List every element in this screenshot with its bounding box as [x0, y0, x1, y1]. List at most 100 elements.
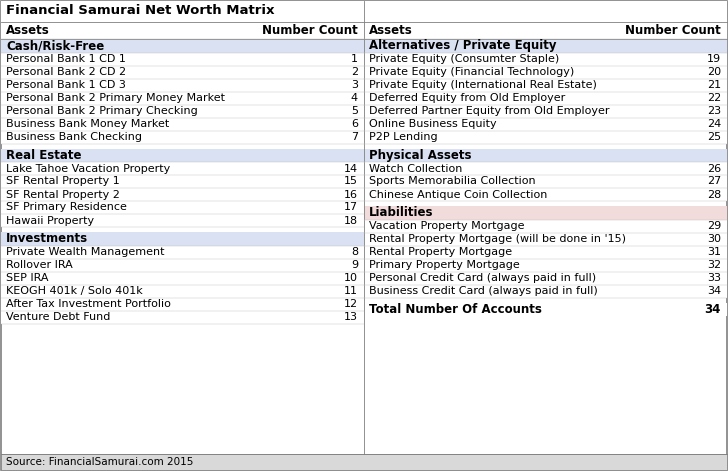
Text: 12: 12 — [344, 299, 358, 309]
Text: 2: 2 — [351, 67, 358, 77]
Text: Assets: Assets — [369, 24, 413, 37]
Text: Assets: Assets — [6, 24, 50, 37]
Bar — [1, 188, 364, 201]
Bar — [364, 188, 727, 201]
Text: Private Equity (International Real Estate): Private Equity (International Real Estat… — [369, 80, 597, 90]
Text: Online Business Equity: Online Business Equity — [369, 119, 496, 129]
Text: Business Bank Money Market: Business Bank Money Market — [6, 119, 169, 129]
Text: 16: 16 — [344, 189, 358, 200]
Bar — [364, 284, 727, 298]
Bar — [1, 91, 364, 105]
Text: Real Estate: Real Estate — [6, 149, 82, 162]
Bar — [1, 454, 727, 470]
Text: Watch Collection: Watch Collection — [369, 163, 462, 173]
Text: Private Equity (Consumter Staple): Private Equity (Consumter Staple) — [369, 54, 559, 64]
Text: KEOGH 401k / Solo 401k: KEOGH 401k / Solo 401k — [6, 286, 143, 296]
Text: 8: 8 — [351, 247, 358, 257]
Text: Chinese Antique Coin Collection: Chinese Antique Coin Collection — [369, 189, 547, 200]
Text: Liabilities: Liabilities — [369, 206, 433, 219]
Text: Total Number Of Accounts: Total Number Of Accounts — [369, 303, 542, 316]
Text: Physical Assets: Physical Assets — [369, 149, 472, 162]
Bar — [364, 233, 727, 245]
Text: Business Credit Card (always paid in full): Business Credit Card (always paid in ful… — [369, 286, 598, 296]
Text: Personal Bank 2 Primary Checking: Personal Bank 2 Primary Checking — [6, 106, 198, 116]
Bar — [364, 117, 727, 130]
Bar — [1, 245, 364, 259]
Text: 13: 13 — [344, 312, 358, 322]
Bar — [1, 52, 364, 65]
Text: Private Equity (Financial Technology): Private Equity (Financial Technology) — [369, 67, 574, 77]
Text: Venture Debt Fund: Venture Debt Fund — [6, 312, 111, 322]
Bar — [364, 65, 727, 79]
Text: 24: 24 — [707, 119, 721, 129]
Text: 30: 30 — [707, 234, 721, 244]
Text: Number Count: Number Count — [625, 24, 721, 37]
Bar — [1, 232, 364, 245]
Text: 27: 27 — [707, 177, 721, 187]
Bar — [1, 105, 364, 117]
Text: 14: 14 — [344, 163, 358, 173]
Text: 20: 20 — [707, 67, 721, 77]
Text: 34: 34 — [707, 286, 721, 296]
Text: 7: 7 — [351, 132, 358, 142]
Bar — [1, 310, 364, 324]
Bar — [364, 52, 727, 65]
Text: Personal Credit Card (always paid in full): Personal Credit Card (always paid in ful… — [369, 273, 596, 283]
Bar — [1, 117, 364, 130]
Bar — [1, 22, 364, 39]
Text: 15: 15 — [344, 177, 358, 187]
Bar — [364, 271, 727, 284]
Text: 21: 21 — [707, 80, 721, 90]
Text: Lake Tahoe Vacation Property: Lake Tahoe Vacation Property — [6, 163, 170, 173]
Text: Deferred Partner Equity from Old Employer: Deferred Partner Equity from Old Employe… — [369, 106, 609, 116]
Text: 32: 32 — [707, 260, 721, 270]
Bar — [364, 105, 727, 117]
Text: 4: 4 — [351, 93, 358, 103]
Text: Personal Bank 2 Primary Money Market: Personal Bank 2 Primary Money Market — [6, 93, 225, 103]
Text: Cash/Risk-Free: Cash/Risk-Free — [6, 39, 104, 52]
Bar — [1, 162, 364, 175]
Bar — [1, 201, 364, 214]
Text: Deferred Equity from Old Employer: Deferred Equity from Old Employer — [369, 93, 565, 103]
Text: Business Bank Checking: Business Bank Checking — [6, 132, 142, 142]
Bar — [364, 259, 727, 271]
Text: 28: 28 — [707, 189, 721, 200]
Text: After Tax Investment Portfolio: After Tax Investment Portfolio — [6, 299, 171, 309]
Text: P2P Lending: P2P Lending — [369, 132, 438, 142]
Bar — [364, 79, 727, 91]
Bar — [364, 206, 727, 219]
Bar — [364, 302, 727, 316]
Text: 3: 3 — [351, 80, 358, 90]
Text: 1: 1 — [351, 54, 358, 64]
Text: 10: 10 — [344, 273, 358, 283]
Bar — [364, 162, 727, 175]
Bar — [364, 219, 727, 233]
Text: Personal Bank 2 CD 2: Personal Bank 2 CD 2 — [6, 67, 126, 77]
Bar — [1, 65, 364, 79]
Text: 18: 18 — [344, 216, 358, 226]
Bar — [364, 22, 727, 39]
Text: Number Count: Number Count — [262, 24, 358, 37]
Bar — [364, 175, 727, 188]
Bar — [1, 284, 364, 298]
Text: Personal Bank 1 CD 3: Personal Bank 1 CD 3 — [6, 80, 126, 90]
Text: SEP IRA: SEP IRA — [6, 273, 49, 283]
Text: 25: 25 — [707, 132, 721, 142]
Text: Vacation Property Mortgage: Vacation Property Mortgage — [369, 221, 524, 231]
Bar — [1, 175, 364, 188]
Text: Primary Property Mortgage: Primary Property Mortgage — [369, 260, 520, 270]
Bar — [1, 259, 364, 271]
Text: 33: 33 — [707, 273, 721, 283]
Text: Investments: Investments — [6, 232, 88, 245]
Text: Rollover IRA: Rollover IRA — [6, 260, 73, 270]
Bar — [364, 130, 727, 144]
Text: 17: 17 — [344, 203, 358, 212]
Text: 19: 19 — [707, 54, 721, 64]
Bar — [1, 39, 364, 52]
Bar — [1, 271, 364, 284]
Text: Financial Samurai Net Worth Matrix: Financial Samurai Net Worth Matrix — [6, 4, 274, 17]
Text: Source: FinancialSamurai.com 2015: Source: FinancialSamurai.com 2015 — [6, 457, 194, 467]
Text: 26: 26 — [707, 163, 721, 173]
Text: 23: 23 — [707, 106, 721, 116]
Text: 22: 22 — [707, 93, 721, 103]
